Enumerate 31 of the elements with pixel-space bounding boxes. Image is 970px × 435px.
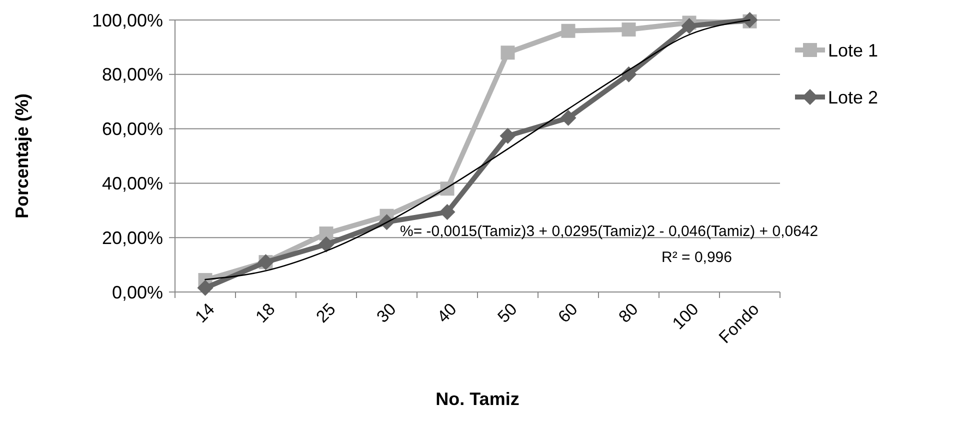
x-axis-title: No. Tamiz <box>436 389 520 409</box>
point <box>681 18 698 34</box>
y-tick-label: 80,00% <box>102 64 163 85</box>
point <box>560 110 576 126</box>
point <box>622 22 636 37</box>
y-tick-label: 40,00% <box>102 174 163 194</box>
point <box>500 128 516 144</box>
annotation: %= -0,0015(Tamiz)3 + 0,0295(Tamiz)2 - 0,046(Tamiz) + 0,0642 <box>400 223 818 240</box>
annotation: R² = 0,996 <box>662 249 732 266</box>
y-tick-label: 20,00% <box>102 228 163 248</box>
x-tick-label: 40 <box>433 300 460 326</box>
x-tick-label: 30 <box>372 300 400 326</box>
point <box>197 280 214 296</box>
legend-label: Lote 1 <box>828 40 878 60</box>
x-tick-label: 50 <box>494 300 521 326</box>
point <box>439 204 456 220</box>
x-tick-label: 25 <box>312 300 340 326</box>
x-tick-label: 18 <box>252 300 279 326</box>
x-tick-label: 14 <box>191 300 218 326</box>
x-tick-label: 80 <box>614 300 642 326</box>
point <box>561 24 576 38</box>
point <box>318 236 334 252</box>
point <box>500 46 515 60</box>
x-tick-label: 60 <box>554 300 582 326</box>
y-axis-title: Porcentaje (%) <box>12 93 32 219</box>
point <box>319 226 334 241</box>
y-tick-label: 60,00% <box>102 119 163 140</box>
y-tick-label: 100,00% <box>92 10 163 30</box>
legend-label: Lote 2 <box>828 87 878 108</box>
y-tick-label: 0,00% <box>112 282 163 302</box>
x-tick-label: 100 <box>668 300 702 334</box>
